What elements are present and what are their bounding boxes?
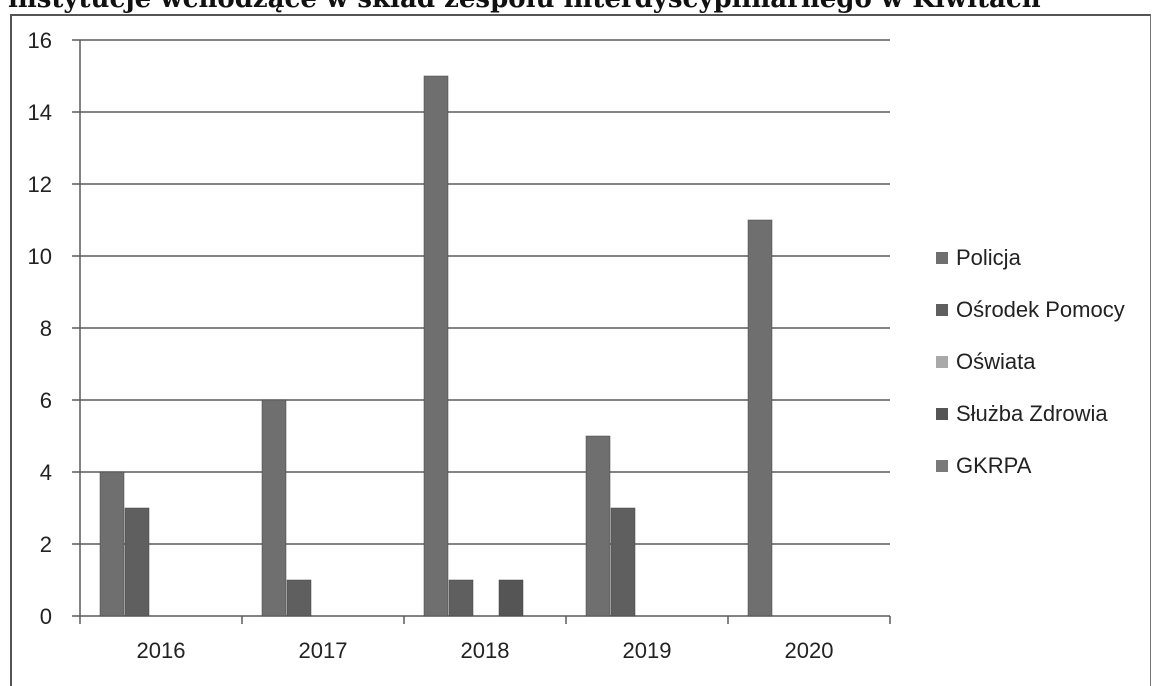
legend-swatch-icon bbox=[936, 252, 948, 264]
x-tick-label: 2019 bbox=[623, 638, 672, 663]
legend-item: Policja bbox=[936, 232, 1125, 284]
legend-swatch-icon bbox=[936, 408, 948, 420]
legend-label: Ośrodek Pomocy bbox=[956, 297, 1125, 322]
legend: Policja Ośrodek Pomocy Oświata Służba Zd… bbox=[936, 232, 1125, 492]
y-tick-label: 16 bbox=[28, 28, 52, 53]
bar bbox=[448, 579, 474, 617]
bar bbox=[423, 75, 449, 617]
legend-swatch-icon bbox=[936, 356, 948, 368]
chart-title: instytucje wchodzące w skład zespołu int… bbox=[8, 0, 1041, 14]
y-tick-label: 14 bbox=[28, 100, 52, 125]
x-tick-label: 2020 bbox=[785, 638, 834, 663]
bar bbox=[610, 507, 636, 617]
bars bbox=[99, 75, 773, 617]
bar bbox=[585, 435, 611, 617]
x-tick-labels: 2016 2017 2018 2019 2020 bbox=[137, 638, 834, 663]
legend-item: GKRPA bbox=[936, 440, 1125, 492]
x-tick-label: 2016 bbox=[137, 638, 186, 663]
y-tick-label: 12 bbox=[28, 172, 52, 197]
legend-swatch-icon bbox=[936, 304, 948, 316]
y-tick-label: 8 bbox=[40, 316, 52, 341]
bar bbox=[261, 399, 287, 617]
legend-label: Policja bbox=[956, 245, 1021, 270]
y-tick-label: 6 bbox=[40, 388, 52, 413]
y-tick-label: 0 bbox=[40, 604, 52, 629]
y-tick-label: 10 bbox=[28, 244, 52, 269]
legend-label: Służba Zdrowia bbox=[956, 401, 1108, 426]
y-tick-label: 4 bbox=[40, 460, 52, 485]
legend-swatch-icon bbox=[936, 460, 948, 472]
bar bbox=[498, 579, 524, 617]
legend-label: GKRPA bbox=[956, 453, 1032, 478]
bar bbox=[286, 579, 312, 617]
bar bbox=[99, 471, 125, 617]
x-tick-label: 2017 bbox=[299, 638, 348, 663]
legend-item: Służba Zdrowia bbox=[936, 388, 1125, 440]
y-tick-labels: 0 2 4 6 8 10 12 14 16 bbox=[28, 28, 52, 629]
bar bbox=[747, 219, 773, 617]
legend-item: Oświata bbox=[936, 336, 1125, 388]
y-tick-label: 2 bbox=[40, 532, 52, 557]
bar bbox=[124, 507, 150, 617]
x-tick-label: 2018 bbox=[461, 638, 510, 663]
chart-frame bbox=[10, 14, 1151, 686]
legend-item: Ośrodek Pomocy bbox=[936, 284, 1125, 336]
legend-label: Oświata bbox=[956, 349, 1036, 374]
